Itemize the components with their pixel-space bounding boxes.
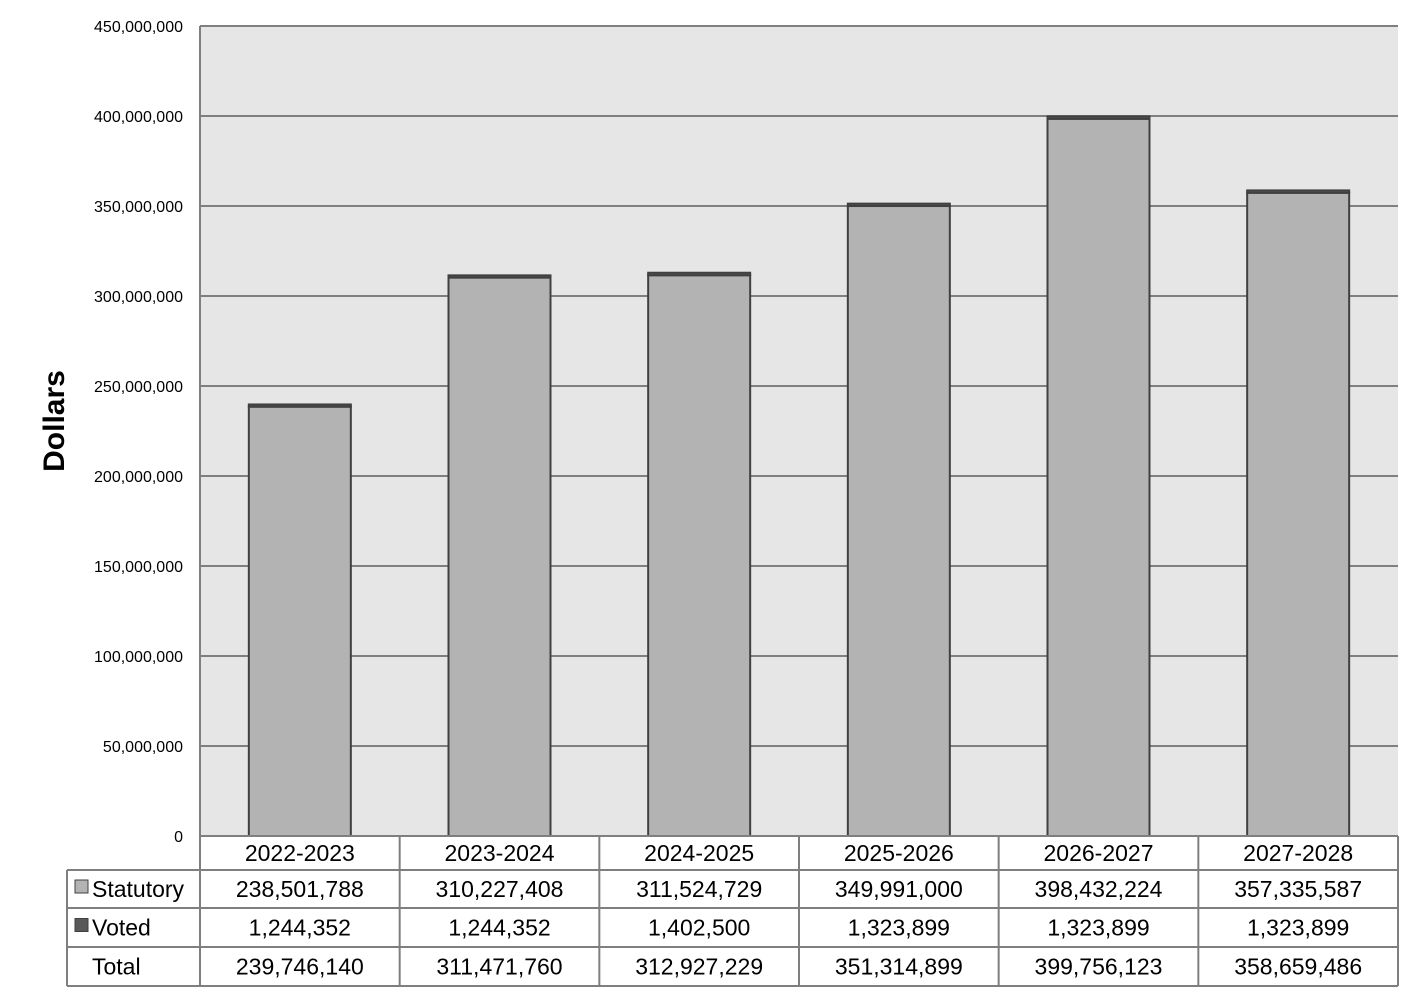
bar-voted-2025-2026 xyxy=(846,202,951,208)
table-cell: 1,402,500 xyxy=(648,915,750,941)
table-cell: 1,244,352 xyxy=(448,915,550,941)
table-cell: 349,991,000 xyxy=(835,876,963,902)
y-tick-label: 350,000,000 xyxy=(94,199,183,216)
bar-statutory-2026-2027 xyxy=(1046,117,1151,837)
x-tick-label: 2025-2026 xyxy=(844,840,954,866)
legend-key-voted xyxy=(74,918,89,932)
plot-area xyxy=(200,26,1398,836)
bar-statutory-2027-2028 xyxy=(1246,191,1351,837)
x-tick-label: 2023-2024 xyxy=(445,840,555,866)
bar-statutory-2025-2026 xyxy=(846,205,951,838)
table-cell: 399,756,123 xyxy=(1035,954,1163,980)
x-tick-label: 2024-2025 xyxy=(644,840,754,866)
table-cell: 1,323,899 xyxy=(1247,915,1349,941)
legend-key-statutory xyxy=(74,879,89,894)
gridlines xyxy=(199,25,1398,836)
data-table: 2022-2023 2023-2024 2024-2025 2025-2026 2026… xyxy=(66,835,1399,987)
bar-statutory-2024-2025 xyxy=(647,274,752,837)
table-cell: 1,244,352 xyxy=(249,915,351,941)
bars xyxy=(247,115,1351,838)
x-tick-label: 2022-2023 xyxy=(245,840,355,866)
y-tick-label: 100,000,000 xyxy=(94,649,183,666)
y-tick-label: 250,000,000 xyxy=(94,379,183,396)
table-cell: 398,432,224 xyxy=(1035,876,1163,902)
table-cell: 1,323,899 xyxy=(848,915,950,941)
bar-statutory-2023-2024 xyxy=(447,276,552,838)
y-tick-label: 450,000,000 xyxy=(94,19,183,36)
y-tick-label: 400,000,000 xyxy=(94,109,183,126)
table-cell: 351,314,899 xyxy=(835,954,963,980)
y-tick-label: 200,000,000 xyxy=(94,469,183,486)
y-tick-label: 150,000,000 xyxy=(94,559,183,576)
bar-voted-2026-2027 xyxy=(1046,115,1151,120)
y-axis-ticks: 0 50,000,000 100,000,000 150,000,000 200,000… xyxy=(94,19,183,846)
bar-voted-2022-2023 xyxy=(247,403,352,408)
table-cell: 1,323,899 xyxy=(1047,915,1149,941)
table-cell: 310,227,408 xyxy=(436,876,564,902)
table-cell: 311,524,729 xyxy=(636,876,762,902)
table-cell: 239,746,140 xyxy=(236,954,364,980)
y-tick-label: 300,000,000 xyxy=(94,289,183,306)
row-label-total: Total xyxy=(92,954,141,980)
table-cell: 238,501,788 xyxy=(236,876,364,902)
table-cell: 311,471,760 xyxy=(436,954,562,980)
y-axis-label: Dollars xyxy=(38,370,71,472)
row-label-statutory: Statutory xyxy=(92,876,185,902)
x-tick-label: 2026-2027 xyxy=(1044,840,1154,866)
table-cell: 358,659,486 xyxy=(1234,954,1362,980)
x-tick-label: 2027-2028 xyxy=(1243,840,1353,866)
bar-voted-2023-2024 xyxy=(447,274,552,279)
bar-statutory-2022-2023 xyxy=(247,405,352,837)
bar-voted-2027-2028 xyxy=(1246,189,1351,194)
table-cell: 312,927,229 xyxy=(635,954,763,980)
y-tick-label: 0 xyxy=(174,829,183,846)
y-tick-label: 50,000,000 xyxy=(103,739,183,756)
row-label-voted: Voted xyxy=(92,915,151,941)
bar-voted-2024-2025 xyxy=(647,271,752,277)
table-cell: 357,335,587 xyxy=(1234,876,1362,902)
